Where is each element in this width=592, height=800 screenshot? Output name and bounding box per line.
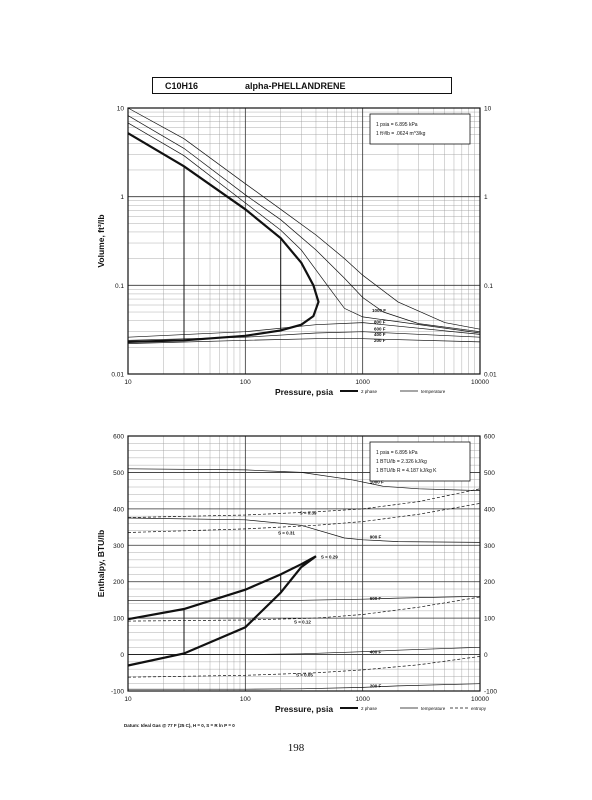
x-axis-label: Pressure, psia: [275, 704, 333, 714]
y-tick-label-right: 0: [484, 652, 488, 659]
y-tick-label-right: -100: [484, 689, 497, 696]
legend-label: 2 phase: [361, 389, 378, 394]
x-tick-label: 10000: [471, 379, 489, 386]
compound-name: alpha-PHELLANDRENE: [245, 80, 346, 91]
isotherm-line: [127, 115, 481, 333]
legend-label: temperature: [421, 389, 446, 394]
curve-label: 800 F: [374, 320, 386, 325]
two-phase-dome: [127, 132, 320, 343]
x-tick-label: 1000: [355, 379, 370, 386]
isotherm-line: [128, 683, 481, 690]
y-tick-label-right: 1: [484, 194, 488, 201]
curve-label: 400 F: [374, 332, 386, 337]
curve-label: 200 F: [370, 683, 382, 688]
y-tick-label-right: 0.01: [484, 372, 497, 379]
y-tick-label-right: 10: [484, 106, 492, 113]
y-tick-label: 0.1: [115, 283, 124, 290]
legend-label: 2 phase: [361, 706, 378, 711]
curve-label: S = 0.39: [300, 511, 317, 516]
y-tick-label-right: 600: [484, 434, 495, 441]
curve-label: S = 0.12: [294, 620, 311, 625]
datum-footnote: Datum: Ideal Gas @ 77 F (25 C), H = 0, S…: [124, 723, 235, 728]
plot-frame: [127, 107, 481, 375]
unit-conversion-note: 1 psia = 6.895 kPa: [376, 122, 418, 128]
y-tick-label-right: 400: [484, 506, 495, 513]
isotherm-line: [127, 517, 481, 543]
y-tick-label: 400: [113, 506, 124, 513]
x-tick-label: 100: [240, 379, 251, 386]
curve-label: 400 F: [370, 649, 382, 654]
two-phase-dome: [127, 555, 317, 667]
unit-conversion-box: [369, 113, 471, 145]
entropy-line: [127, 488, 481, 518]
y-tick-label: 500: [113, 470, 124, 477]
y-tick-label-right: 500: [484, 470, 495, 477]
unit-conversion-note: 1 ft³/lb = .0624 m^3/kg: [376, 131, 426, 137]
unit-conversion-note: 1 BTU/lb R = 4.187 kJ/kg K: [376, 468, 437, 474]
isotherm-line: [127, 322, 481, 338]
y-tick-label-right: 0.1: [484, 283, 493, 290]
curve-label: 200 F: [374, 338, 386, 343]
isotherm-line: [127, 122, 481, 334]
x-tick-label: 1000: [355, 696, 370, 703]
entropy-line: [127, 596, 481, 622]
unit-conversion-note: 1 BTU/lb = 2.326 kJ/kg: [376, 459, 427, 465]
curve-label: 1000 F: [372, 308, 386, 313]
y-tick-label: 100: [113, 616, 124, 623]
curve-label: 1000 F: [370, 479, 384, 484]
y-tick-label: -100: [111, 689, 124, 696]
chart-2: [127, 435, 481, 709]
y-tick-label-right: 200: [484, 579, 495, 586]
x-tick-label: 10: [124, 696, 132, 703]
curve-label: S = 0.29: [321, 554, 338, 559]
isotherm-line: [127, 331, 481, 341]
y-tick-label: 600: [113, 434, 124, 441]
x-axis-label: Pressure, psia: [275, 387, 333, 397]
y-tick-label: 200: [113, 579, 124, 586]
y-tick-label-right: 100: [484, 616, 495, 623]
y-tick-label: 300: [113, 543, 124, 550]
y-tick-label: 0: [120, 652, 124, 659]
page-number: 198: [287, 742, 305, 754]
isotherm-line: [127, 107, 481, 330]
y-axis-label: Volume, ft³/lb: [96, 214, 106, 267]
curve-label: 900 F: [370, 535, 382, 540]
unit-conversion-box: [369, 441, 471, 482]
y-axis-label: Enthalpy, BTU/lb: [96, 530, 106, 597]
x-tick-label: 10000: [471, 696, 489, 703]
plot-frame: [127, 435, 481, 692]
y-tick-label: 10: [117, 106, 125, 113]
isotherm-line: [128, 646, 481, 655]
unit-conversion-note: 1 psia = 6.895 kPa: [376, 450, 418, 456]
curve-label: S = 0.31: [278, 530, 295, 535]
y-tick-label: 1: [120, 194, 124, 201]
isotherm-line: [127, 468, 481, 491]
chemical-formula: C10H16: [165, 80, 199, 91]
curve-label: 600 F: [370, 596, 382, 601]
x-tick-label: 100: [240, 696, 251, 703]
curve-label: 600 F: [374, 326, 386, 331]
legend-label: temperature: [421, 706, 446, 711]
x-tick-label: 10: [124, 379, 132, 386]
chart-1: [127, 107, 481, 392]
curve-label: S = 0.05: [296, 672, 313, 677]
chart-title-box: C10H16 alpha-PHELLANDRENE: [152, 77, 452, 94]
entropy-line: [127, 503, 481, 533]
isotherm-line: [128, 595, 481, 602]
legend-label: entropy: [471, 706, 487, 711]
entropy-line: [127, 656, 481, 678]
isotherm-line: [127, 338, 481, 344]
y-tick-label-right: 300: [484, 543, 495, 550]
y-tick-label: 0.01: [111, 372, 124, 379]
